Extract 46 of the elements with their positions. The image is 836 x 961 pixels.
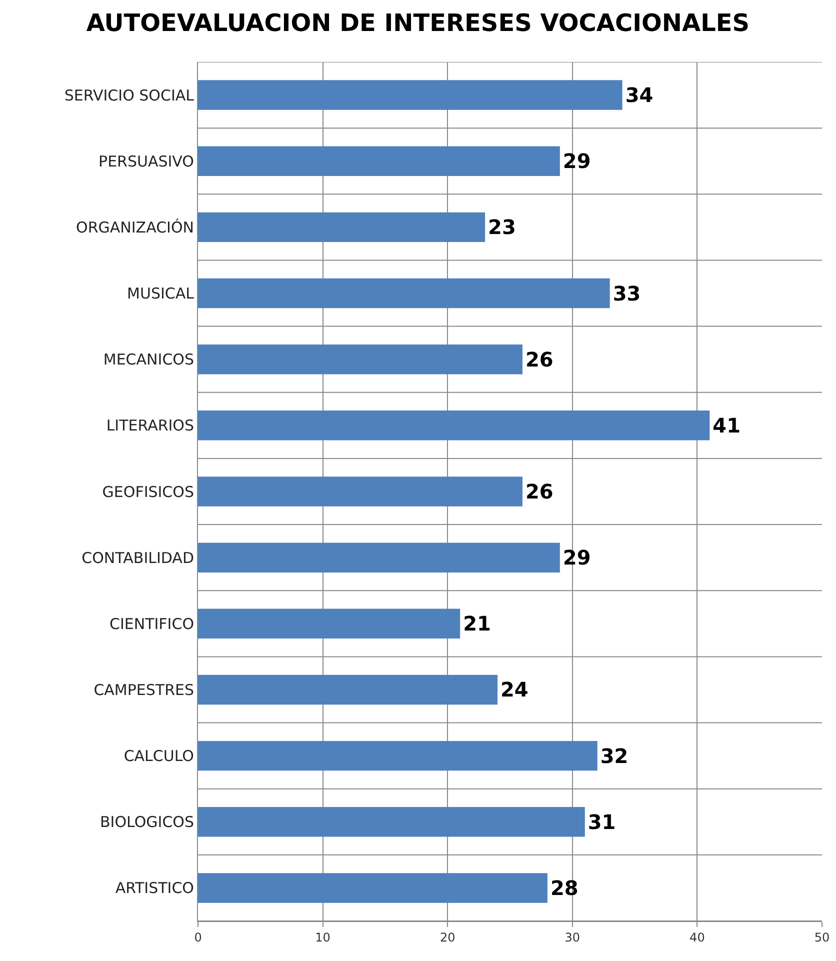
chart-title: AUTOEVALUACION DE INTERESES VOCACIONALES [86, 9, 750, 38]
bar [198, 476, 522, 506]
bar [198, 278, 610, 308]
bar [198, 80, 622, 110]
data-label: 32 [600, 744, 628, 768]
bar [198, 873, 548, 903]
data-label: 29 [562, 546, 591, 570]
data-label: 21 [463, 612, 491, 636]
y-tick-label: LITERARIOS [106, 416, 194, 435]
x-tick-label: 10 [315, 930, 330, 944]
y-tick-label: SERVICIO SOCIAL [64, 86, 195, 104]
bar [198, 344, 522, 374]
bar [198, 542, 560, 572]
bar [198, 146, 560, 176]
data-label: 29 [562, 149, 591, 174]
y-tick-label: GEOFISICOS [102, 482, 194, 501]
data-label: 28 [550, 876, 578, 900]
bar [198, 740, 598, 771]
bar [198, 674, 498, 705]
x-tick-label: 40 [690, 930, 705, 944]
data-label: 26 [525, 347, 554, 372]
y-tick-label: BIOLOGICOS [100, 813, 194, 832]
data-label: 33 [612, 281, 641, 306]
data-label: 34 [625, 83, 654, 108]
bar [198, 410, 710, 440]
data-label: 41 [712, 413, 741, 438]
bar [198, 608, 460, 639]
y-tick-label: CALCULO [124, 747, 194, 766]
y-tick-label: MECANICOS [103, 350, 194, 369]
y-tick-label: CAMPESTRES [94, 680, 194, 699]
y-tick-label: PERSUASIVO [98, 152, 194, 170]
bar [198, 807, 585, 837]
data-label: 26 [525, 480, 554, 504]
data-label: 23 [488, 215, 516, 240]
x-tick-label: 0 [194, 930, 202, 944]
bar [198, 212, 486, 242]
x-tick-label: 20 [440, 930, 456, 944]
data-label: 31 [588, 810, 616, 834]
y-tick-label: ORGANIZACIÓN [76, 218, 194, 236]
y-tick-label: MUSICAL [127, 284, 195, 303]
y-tick-label: ARTISTICO [115, 879, 194, 898]
y-tick-label: CIENTIFICO [109, 614, 194, 633]
x-tick-label: 30 [564, 930, 580, 944]
data-label: 24 [500, 678, 528, 702]
x-tick-label: 50 [814, 930, 830, 944]
y-tick-label: CONTABILIDAD [82, 548, 194, 567]
